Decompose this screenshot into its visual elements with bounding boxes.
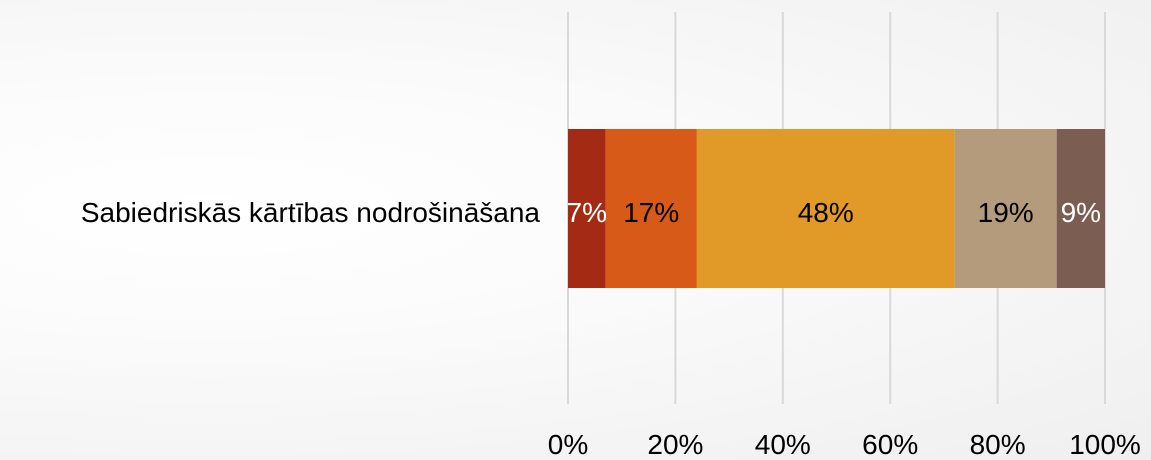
x-tick-label: 80%	[970, 429, 1026, 460]
bar-segment	[568, 129, 606, 288]
bar-segment	[696, 129, 955, 288]
category-label: Sabiedriskās kārtības nodrošināšana	[81, 197, 541, 228]
x-tick-label: 100%	[1069, 429, 1141, 460]
x-tick-label: 0%	[548, 429, 588, 460]
x-tick-label: 40%	[755, 429, 811, 460]
bar-segment	[1056, 129, 1105, 288]
x-tick-label: 20%	[647, 429, 703, 460]
x-axis-tick-labels: 0% 20% 40% 60% 80% 100%	[548, 429, 1141, 460]
data-label: 7%	[567, 197, 607, 228]
data-label: 9%	[1061, 197, 1101, 228]
data-labels: 7% 17% 48% 19% 9%	[567, 197, 1102, 228]
bar-segment	[605, 129, 697, 288]
data-label: 17%	[623, 197, 679, 228]
bar-segment	[954, 129, 1057, 288]
data-label: 19%	[978, 197, 1034, 228]
data-label: 48%	[798, 197, 854, 228]
x-tick-label: 60%	[862, 429, 918, 460]
bar-segments	[568, 129, 1105, 288]
